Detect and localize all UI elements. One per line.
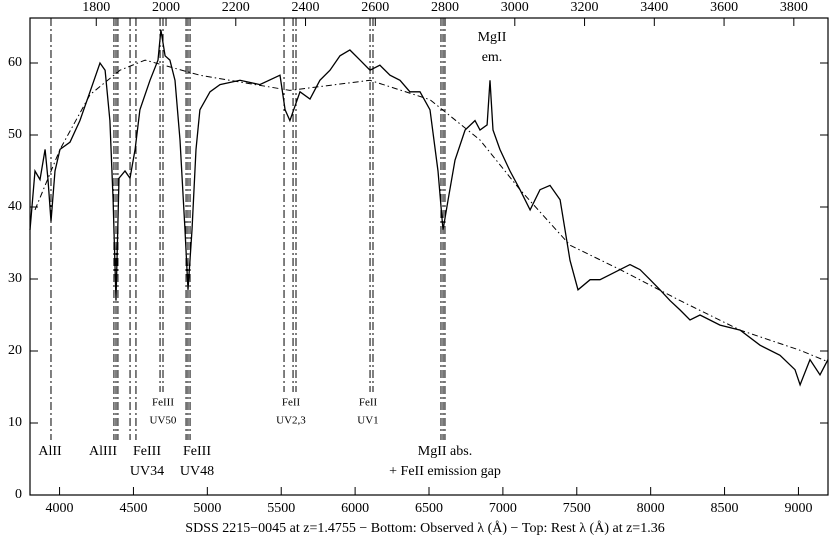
y-tick-label: 10 bbox=[8, 415, 22, 430]
y-tick-label: 20 bbox=[8, 343, 22, 358]
marker-label: UV1 bbox=[357, 415, 378, 427]
x-tick-label: 5500 bbox=[267, 501, 295, 516]
marker-label: FeIII bbox=[152, 397, 174, 409]
marker-label: + FeII emission gap bbox=[389, 464, 501, 479]
marker-label: AlII bbox=[38, 444, 62, 459]
x-tick-label: 7000 bbox=[489, 501, 517, 516]
x-tick-label: 6000 bbox=[341, 501, 369, 516]
marker-label: MgII abs. bbox=[418, 444, 472, 459]
marker-label: FeII bbox=[282, 397, 301, 409]
y-tick-label: 30 bbox=[8, 271, 22, 286]
continuum-line bbox=[34, 59, 829, 363]
x-tick-label: 4500 bbox=[119, 501, 147, 516]
x2-tick-label: 3200 bbox=[571, 0, 599, 15]
marker-label: FeIII bbox=[133, 444, 161, 459]
x-tick-label: 9000 bbox=[784, 501, 812, 516]
marker-label: UV48 bbox=[180, 464, 214, 479]
x2-tick-label: 2200 bbox=[222, 0, 250, 15]
x2-tick-label: 2600 bbox=[361, 0, 389, 15]
annotation: MgII bbox=[478, 30, 507, 45]
y-tick-label: 0 bbox=[15, 487, 22, 502]
x2-tick-label: 3800 bbox=[780, 0, 808, 15]
x-tick-label: 5000 bbox=[193, 501, 221, 516]
marker-label: AlIII bbox=[89, 444, 117, 459]
x2-tick-label: 2000 bbox=[152, 0, 180, 15]
x-tick-label: 7500 bbox=[563, 501, 591, 516]
x2-tick-label: 3000 bbox=[501, 0, 529, 15]
marker-label: UV50 bbox=[150, 415, 177, 427]
x2-tick-label: 2800 bbox=[431, 0, 459, 15]
x2-tick-label: 2400 bbox=[292, 0, 320, 15]
spectrum-line bbox=[29, 29, 829, 387]
marker-label: FeIII bbox=[183, 444, 211, 459]
y-tick-label: 40 bbox=[8, 199, 22, 214]
marker-label: UV2,3 bbox=[276, 415, 306, 427]
marker-label: FeII bbox=[359, 397, 378, 409]
x-tick-label: 6500 bbox=[415, 501, 443, 516]
y-tick-label: 60 bbox=[8, 55, 22, 70]
x2-tick-label: 1800 bbox=[82, 0, 110, 15]
x-tick-label: 4000 bbox=[46, 501, 74, 516]
x-tick-label: 8500 bbox=[711, 501, 739, 516]
marker-label: UV34 bbox=[130, 464, 164, 479]
x2-tick-label: 3400 bbox=[640, 0, 668, 15]
x-tick-label: 8000 bbox=[637, 501, 665, 516]
x2-tick-label: 3600 bbox=[710, 0, 738, 15]
y-tick-label: 50 bbox=[8, 127, 22, 142]
chart-title: SDSS 2215−0045 at z=1.4755 − Bottom: Obs… bbox=[185, 520, 664, 536]
annotation: em. bbox=[482, 50, 503, 65]
